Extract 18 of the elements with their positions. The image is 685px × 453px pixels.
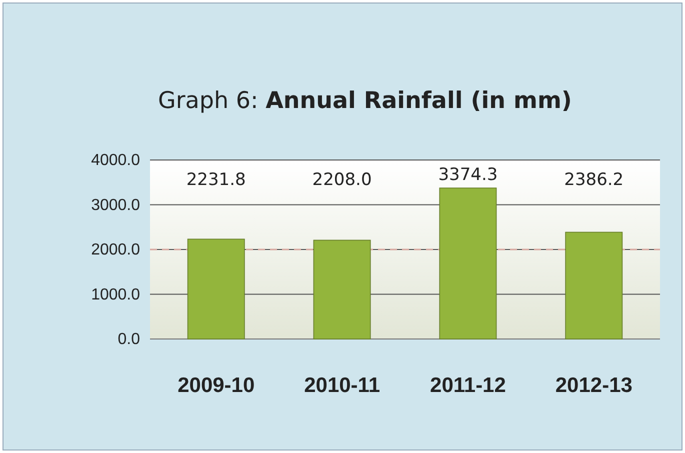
x-tick-label: 2012-13 [555,374,632,397]
bar [565,232,623,340]
x-tick-label: 2010-11 [304,374,380,397]
y-tick-label: 4000.0 [91,152,140,170]
data-label: 2386.2 [564,170,624,190]
bar [313,240,371,340]
bar [439,188,497,340]
y-tick-label: 3000.0 [91,196,140,214]
data-label: 3374.3 [438,165,498,185]
data-label: 2231.8 [186,170,246,190]
x-tick-label: 2011-12 [430,374,506,397]
y-tick-label: 0.0 [118,331,140,348]
bar [187,238,245,340]
data-label: 2208.0 [312,170,372,190]
x-tick-label: 2009-10 [178,374,255,397]
y-tick-label: 1000.0 [91,286,140,304]
chart-title: Graph 6: Annual Rainfall (in mm) [158,88,572,114]
y-tick-label: 2000.0 [91,242,140,259]
